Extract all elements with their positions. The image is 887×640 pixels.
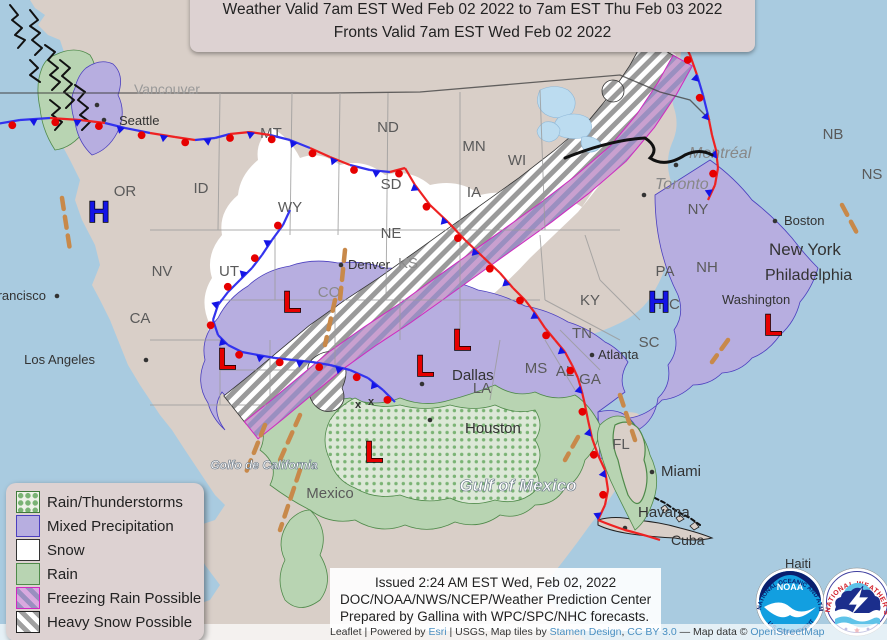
svg-text:L: L (453, 324, 471, 357)
svg-text:San Francisco: San Francisco (0, 288, 46, 303)
svg-text:Toronto: Toronto (655, 176, 709, 193)
svg-text:NB: NB (823, 126, 844, 143)
svg-text:PA: PA (656, 263, 675, 280)
svg-text:NV: NV (152, 263, 173, 280)
svg-text:SC: SC (639, 334, 660, 351)
svg-text:H: H (88, 196, 110, 229)
svg-text:NS: NS (862, 166, 883, 183)
svg-text:KS: KS (398, 255, 418, 272)
svg-text:NH: NH (696, 259, 718, 276)
svg-text:UT: UT (219, 263, 239, 280)
svg-text:Washington: Washington (722, 292, 790, 307)
svg-text:Mexico: Mexico (306, 485, 354, 502)
svg-text:SD: SD (381, 176, 402, 193)
svg-text:CA: CA (130, 310, 151, 327)
svg-text:Seattle: Seattle (119, 113, 159, 128)
svg-text:WY: WY (278, 199, 302, 216)
svg-text:L: L (218, 343, 236, 376)
svg-text:L: L (283, 286, 301, 319)
svg-text:GA: GA (579, 371, 601, 388)
svg-text:New York: New York (769, 240, 841, 259)
svg-text:ID: ID (194, 180, 209, 197)
svg-text:Los Angeles: Los Angeles (24, 352, 95, 367)
svg-text:CO: CO (318, 284, 341, 301)
svg-text:Dallas: Dallas (452, 367, 494, 384)
svg-text:TN: TN (572, 325, 592, 342)
svg-text:Golfo de California: Golfo de California (210, 458, 318, 472)
svg-text:H: H (648, 286, 670, 319)
svg-text:OR: OR (114, 183, 137, 200)
svg-text:Denver: Denver (348, 257, 391, 272)
svg-text:Montréal: Montréal (689, 145, 752, 162)
svg-text:Gulf of Mexico: Gulf of Mexico (459, 476, 576, 495)
svg-text:L: L (365, 436, 383, 469)
svg-text:IA: IA (467, 184, 481, 201)
svg-text:Cuba: Cuba (671, 532, 705, 548)
svg-text:Houston: Houston (465, 420, 521, 437)
svg-text:Havana: Havana (638, 504, 690, 521)
svg-text:NE: NE (381, 225, 402, 242)
svg-text:WI: WI (508, 152, 526, 169)
svg-text:FL: FL (612, 436, 630, 453)
svg-text:L: L (764, 309, 782, 342)
svg-text:Philadelphia: Philadelphia (765, 267, 852, 284)
svg-text:x: x (355, 399, 362, 411)
svg-text:Atlanta: Atlanta (598, 347, 639, 362)
svg-text:L: L (416, 350, 434, 383)
svg-text:x: x (368, 396, 375, 408)
svg-text:MS: MS (525, 360, 548, 377)
svg-text:Vancouver: Vancouver (134, 81, 200, 97)
svg-text:Miami: Miami (661, 463, 701, 480)
svg-text:MN: MN (462, 138, 485, 155)
svg-text:NY: NY (688, 201, 709, 218)
svg-text:ND: ND (377, 119, 399, 136)
svg-text:KY: KY (580, 292, 600, 309)
svg-text:Boston: Boston (784, 213, 824, 228)
